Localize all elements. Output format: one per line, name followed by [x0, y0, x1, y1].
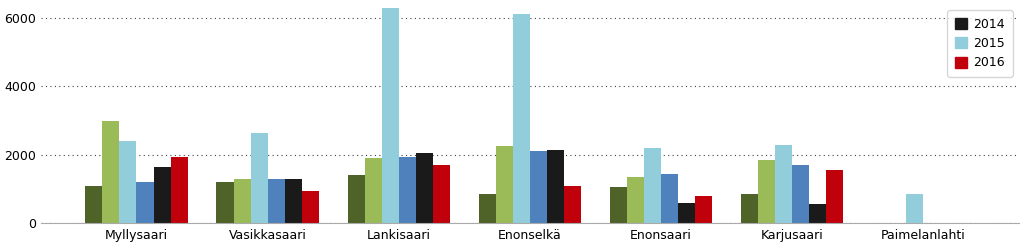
Bar	[827, 170, 843, 223]
Bar	[415, 153, 433, 223]
Bar	[479, 194, 496, 223]
Legend: 2014, 2015, 2016: 2014, 2015, 2016	[947, 10, 1013, 77]
Bar	[284, 179, 302, 223]
Bar	[627, 177, 643, 223]
Bar	[775, 145, 792, 223]
Bar	[513, 15, 530, 223]
Bar	[564, 186, 581, 223]
Bar	[695, 196, 712, 223]
Bar	[792, 165, 809, 223]
Bar	[643, 148, 661, 223]
Bar	[217, 182, 233, 223]
Bar	[547, 150, 564, 223]
Bar	[758, 160, 775, 223]
Bar	[610, 187, 627, 223]
Bar	[530, 151, 547, 223]
Bar	[496, 146, 513, 223]
Bar	[120, 141, 136, 223]
Bar	[85, 186, 102, 223]
Bar	[102, 121, 120, 223]
Bar	[382, 8, 399, 223]
Bar	[251, 133, 268, 223]
Bar	[348, 175, 364, 223]
Bar	[171, 156, 187, 223]
Bar	[433, 165, 450, 223]
Bar	[906, 194, 923, 223]
Bar	[136, 182, 153, 223]
Bar	[741, 194, 758, 223]
Bar	[364, 158, 382, 223]
Bar	[399, 156, 415, 223]
Bar	[233, 179, 251, 223]
Bar	[678, 203, 695, 223]
Bar	[268, 179, 284, 223]
Bar	[153, 167, 171, 223]
Bar	[661, 174, 678, 223]
Bar	[809, 204, 827, 223]
Bar	[302, 191, 319, 223]
